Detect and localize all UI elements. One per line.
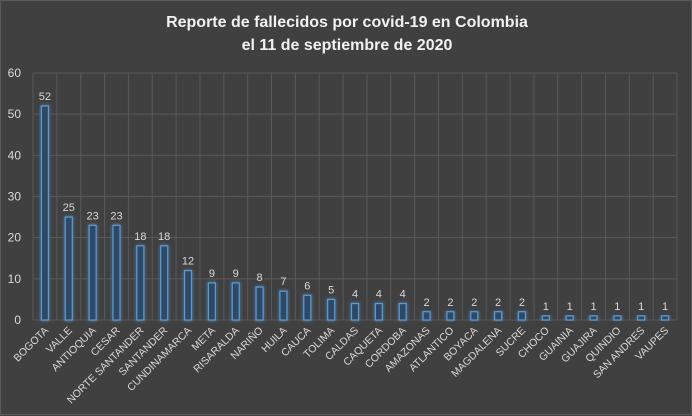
bar bbox=[398, 302, 407, 321]
bar bbox=[303, 294, 312, 321]
data-label: 9 bbox=[233, 268, 239, 280]
bar bbox=[494, 311, 503, 321]
x-tick-label: BOGOTA bbox=[11, 325, 51, 365]
chart-title: Reporte de fallecidos por covid-19 en Co… bbox=[1, 11, 692, 57]
bar bbox=[207, 282, 216, 321]
data-label: 2 bbox=[471, 297, 477, 309]
bar bbox=[613, 315, 622, 321]
bar bbox=[88, 224, 97, 321]
data-label: 1 bbox=[543, 301, 549, 313]
bar bbox=[660, 315, 670, 321]
data-label: 8 bbox=[257, 272, 263, 284]
data-label: 18 bbox=[158, 231, 170, 243]
bar bbox=[589, 315, 598, 321]
data-label: 4 bbox=[376, 289, 382, 301]
data-label: 4 bbox=[352, 289, 358, 301]
data-label: 18 bbox=[134, 231, 146, 243]
data-label: 23 bbox=[110, 210, 122, 222]
data-label: 5 bbox=[328, 284, 334, 296]
data-label: 1 bbox=[614, 301, 620, 313]
data-label: 2 bbox=[423, 297, 429, 309]
y-tick-label: 0 bbox=[14, 313, 21, 327]
bar bbox=[446, 311, 455, 321]
bar bbox=[231, 282, 240, 321]
data-label: 1 bbox=[567, 301, 573, 313]
bar bbox=[160, 245, 169, 321]
bar bbox=[470, 311, 479, 321]
bar bbox=[327, 298, 336, 321]
data-label: 1 bbox=[590, 301, 596, 313]
data-label: 12 bbox=[182, 256, 194, 268]
data-label: 4 bbox=[400, 289, 406, 301]
bar bbox=[136, 245, 145, 321]
data-label: 6 bbox=[304, 280, 310, 292]
bar bbox=[517, 311, 527, 321]
y-tick-label: 50 bbox=[8, 107, 22, 121]
bar bbox=[112, 224, 121, 321]
y-tick-label: 40 bbox=[8, 148, 22, 162]
y-tick-label: 20 bbox=[8, 231, 22, 245]
y-tick-label: 30 bbox=[8, 190, 22, 204]
data-label: 2 bbox=[519, 297, 525, 309]
data-label: 1 bbox=[662, 301, 668, 313]
y-tick-label: 60 bbox=[8, 66, 22, 80]
bar bbox=[637, 315, 646, 321]
bar bbox=[350, 302, 360, 321]
bar bbox=[374, 302, 383, 321]
data-label: 1 bbox=[638, 301, 644, 313]
bar bbox=[40, 105, 50, 321]
chart-title-line2: el 11 de septiembre de 2020 bbox=[241, 37, 453, 54]
bar bbox=[541, 315, 550, 321]
bar bbox=[565, 315, 574, 321]
data-label: 52 bbox=[39, 91, 51, 103]
chart-title-line1: Reporte de fallecidos por covid-19 en Co… bbox=[166, 14, 528, 31]
y-tick-label: 10 bbox=[8, 272, 22, 286]
data-label: 25 bbox=[63, 202, 75, 214]
data-label: 2 bbox=[495, 297, 501, 309]
bar bbox=[183, 270, 193, 321]
bar bbox=[255, 286, 264, 321]
data-label: 23 bbox=[87, 210, 99, 222]
data-label: 2 bbox=[447, 297, 453, 309]
data-label: 7 bbox=[280, 276, 286, 288]
bar bbox=[422, 311, 431, 321]
bar bbox=[64, 216, 73, 321]
bar bbox=[279, 290, 288, 321]
data-label: 9 bbox=[209, 268, 215, 280]
